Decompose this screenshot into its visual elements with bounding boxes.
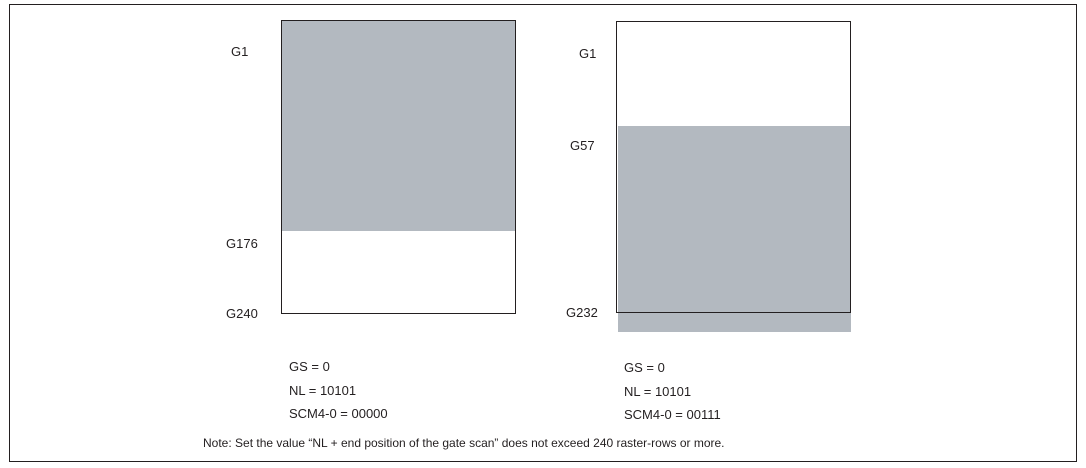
left-param-gs: GS = 0 <box>289 359 330 374</box>
left-scan-region <box>282 21 516 231</box>
left-gate-label-scan-end: G176 <box>226 236 258 251</box>
diagram-frame: G1 G176 G240 GS = 0 NL = 10101 SCM4-0 = … <box>9 4 1077 462</box>
right-panel-outline <box>616 21 851 313</box>
right-param-nl: NL = 10101 <box>624 384 692 399</box>
left-panel-outline <box>281 20 516 314</box>
right-scan-region <box>618 126 851 332</box>
footnote: Note: Set the value “NL + end position o… <box>203 436 725 450</box>
left-param-nl: NL = 10101 <box>289 383 357 398</box>
right-gate-label-top: G1 <box>579 46 597 61</box>
left-gate-label-top: G1 <box>231 44 249 59</box>
left-gate-label-bottom: G240 <box>226 306 258 321</box>
right-param-scm: SCM4-0 = 00111 <box>624 407 721 422</box>
right-gate-label-bottom: G232 <box>566 305 598 320</box>
right-param-gs: GS = 0 <box>624 360 665 375</box>
right-gate-label-scan-start: G57 <box>570 138 595 153</box>
left-param-scm: SCM4-0 = 00000 <box>289 406 388 421</box>
